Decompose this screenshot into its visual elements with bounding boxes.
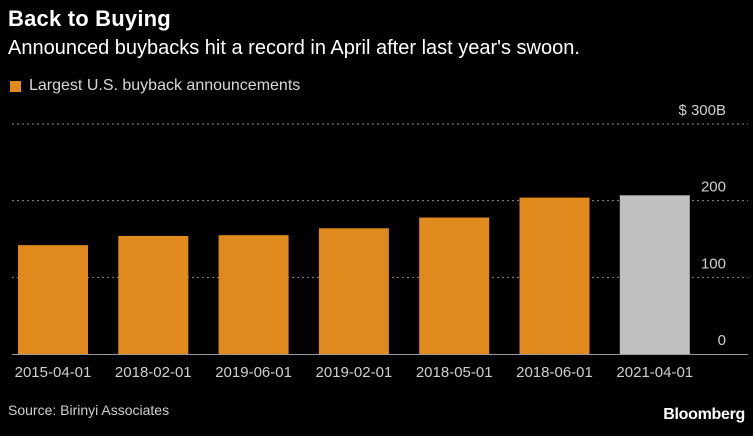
x-tick-label: 2018-02-01 — [115, 364, 192, 381]
bar — [18, 245, 88, 354]
y-tick-labels: 0 100 200 $ 300B — [678, 102, 726, 349]
y-tick-label: 200 — [701, 179, 726, 196]
x-tick-labels: 2015-04-01 2018-02-01 2019-06-01 2019-02-01… — [15, 364, 694, 381]
bars — [18, 195, 690, 354]
legend: Largest U.S. buyback announcements — [10, 77, 300, 95]
chart-title: Back to Buying — [8, 6, 171, 31]
x-tick-label: 2018-06-01 — [516, 364, 593, 381]
source-note: Source: Birinyi Associates — [8, 402, 170, 418]
x-tick-label: 2018-05-01 — [416, 364, 493, 381]
y-tick-label: 0 — [718, 332, 726, 349]
y-tick-label: 100 — [701, 255, 726, 272]
bar — [318, 228, 389, 354]
brand-logo: Bloomberg — [663, 406, 745, 423]
x-tick-label: 2015-04-01 — [15, 364, 92, 381]
x-tick-label: 2019-06-01 — [215, 364, 292, 381]
x-tick-label: 2021-04-01 — [616, 364, 693, 381]
chart-subtitle: Announced buybacks hit a record in April… — [8, 37, 580, 59]
bar — [619, 195, 690, 354]
bar — [218, 235, 289, 354]
bar — [118, 235, 189, 354]
bar — [519, 197, 590, 354]
bar — [419, 217, 490, 354]
y-tick-label: $ 300B — [678, 102, 726, 119]
legend-label: Largest U.S. buyback announcements — [29, 77, 301, 94]
x-tick-label: 2019-02-01 — [316, 364, 393, 381]
legend-swatch — [10, 80, 21, 92]
